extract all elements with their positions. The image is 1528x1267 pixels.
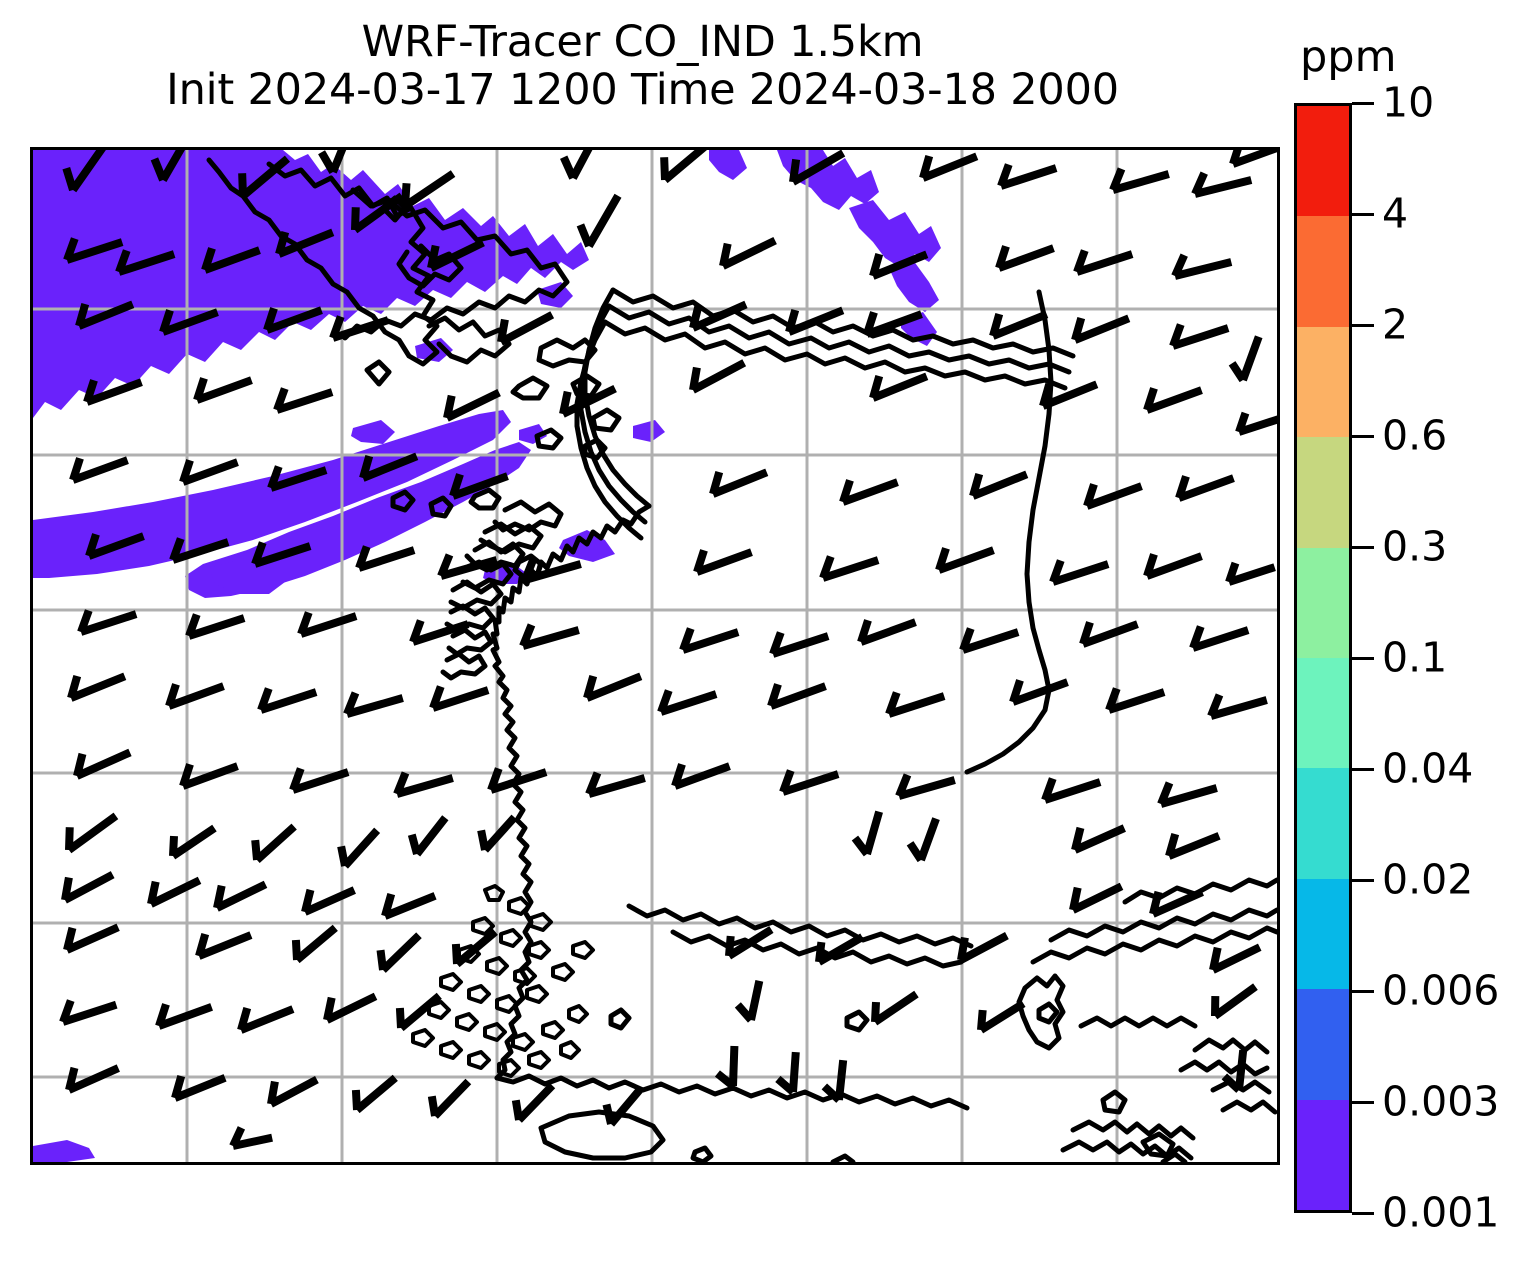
colorbar-tick-label: 10 (1382, 78, 1435, 127)
colorbar-tick-mark (1352, 545, 1374, 549)
colorbar-tick-label: 0.3 (1382, 522, 1448, 571)
wind-barbs (59, 150, 1277, 1150)
colorbar (1294, 103, 1352, 1213)
colorbar-band (1297, 768, 1349, 879)
colorbar-tick-label: 0.003 (1382, 1077, 1500, 1126)
colorbar-tick-mark (1352, 212, 1374, 216)
map-coastlines (206, 157, 1277, 1162)
colorbar-band (1297, 989, 1349, 1100)
colorbar-tick-mark (1352, 323, 1374, 327)
colorbar-band (1297, 547, 1349, 659)
colorbar-band (1297, 658, 1349, 769)
colorbar-tick-mark (1352, 878, 1374, 882)
colorbar-band (1297, 437, 1349, 548)
tracer-plume-fill (33, 150, 941, 1162)
colorbar-tick-mark (1352, 101, 1374, 105)
colorbar-tick-label: 0.6 (1382, 411, 1448, 460)
colorbar-band (1297, 878, 1349, 990)
colorbar-unit-label: ppm (1300, 32, 1397, 82)
colorbar-tick-label: 4 (1382, 189, 1409, 238)
map-plot-area (30, 147, 1280, 1165)
colorbar-tick-mark (1352, 767, 1374, 771)
colorbar-tick-label: 0.04 (1382, 744, 1474, 793)
colorbar-tick-label: 0.1 (1382, 633, 1448, 682)
colorbar-band (1297, 216, 1349, 327)
colorbar-bands (1294, 103, 1352, 1213)
colorbar-tick-mark (1352, 989, 1374, 993)
map-gridlines (33, 150, 1277, 1162)
colorbar-tick-labels: 10 4 2 0.6 0.3 0.1 0.04 0.02 0.006 0.003 0.001 (1352, 82, 1522, 1233)
title-line-1: WRF-Tracer CO_IND 1.5km (361, 17, 924, 67)
colorbar-tick-mark (1352, 656, 1374, 660)
colorbar-band (1297, 326, 1349, 438)
colorbar-tick-mark (1352, 1100, 1374, 1104)
page-title: WRF-Tracer CO_IND 1.5km Init 2024-03-17 … (0, 18, 1285, 114)
map-canvas (33, 150, 1277, 1162)
colorbar-tick-mark (1352, 434, 1374, 438)
colorbar-band (1297, 1099, 1349, 1211)
colorbar-tick-label: 0.001 (1382, 1188, 1500, 1237)
title-line-2: Init 2024-03-17 1200 Time 2024-03-18 200… (166, 65, 1119, 116)
colorbar-tick-mark (1352, 1211, 1374, 1215)
colorbar-tick-label: 0.02 (1382, 855, 1474, 904)
colorbar-tick-label: 2 (1382, 300, 1409, 349)
colorbar-band (1297, 106, 1349, 217)
colorbar-tick-label: 0.006 (1382, 966, 1500, 1015)
